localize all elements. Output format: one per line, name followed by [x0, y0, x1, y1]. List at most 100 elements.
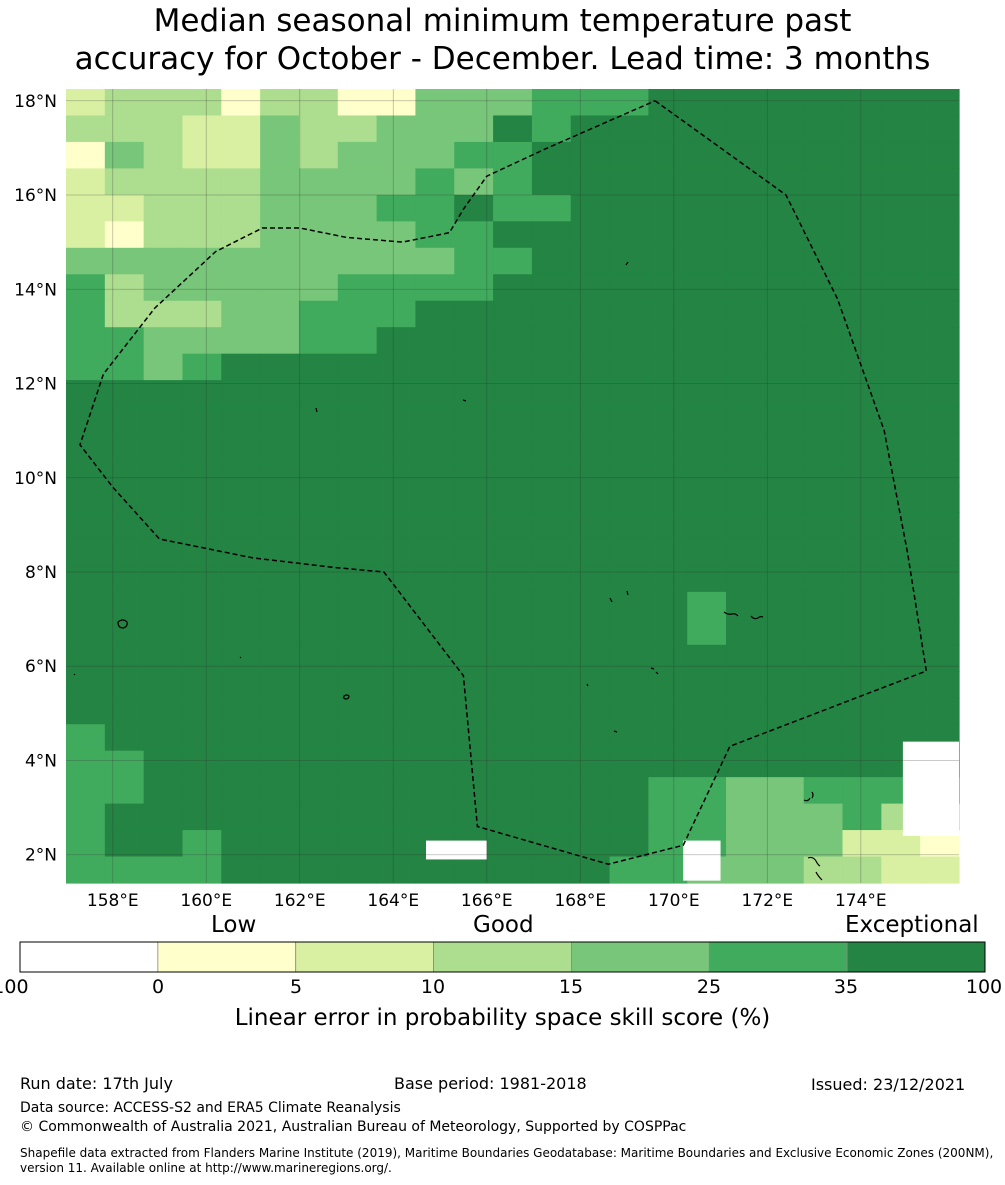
skill-cell [920, 671, 960, 699]
skill-cell [298, 671, 339, 699]
skill-cell [143, 538, 184, 566]
skill-cell [66, 618, 106, 646]
longitude-label: 172°E [741, 891, 793, 911]
skill-cell [648, 300, 688, 328]
skill-cell [143, 459, 184, 487]
colorbar-tick: 100 [965, 976, 1003, 998]
skill-cell [570, 618, 611, 646]
skill-cell [415, 300, 455, 328]
colorbar-segment [846, 941, 986, 973]
island [723, 611, 764, 620]
skill-cell [803, 194, 844, 222]
skill-cell [570, 565, 611, 593]
skill-cell [66, 830, 106, 858]
skill-cell [221, 697, 261, 725]
skill-cell [454, 565, 494, 593]
skill-cell [609, 327, 649, 355]
skill-cell [182, 327, 222, 355]
skill-cell [415, 486, 455, 514]
skill-cell [881, 141, 921, 169]
skill-cell [803, 221, 844, 249]
skill-cell [881, 538, 921, 566]
skill-cell [803, 591, 844, 619]
shapefile-credit-line-1: Shapefile data extracted from Flanders M… [20, 1146, 994, 1160]
skill-cell [376, 221, 417, 249]
skill-cell [260, 194, 300, 222]
skill-cell [803, 459, 844, 487]
island-outlines [73, 261, 823, 881]
skill-cell [182, 591, 222, 619]
longitude-label: 162°E [274, 891, 326, 911]
skill-cell [415, 750, 455, 778]
skill-cell [842, 115, 882, 143]
skill-cell [493, 406, 533, 434]
skill-cell [298, 194, 339, 222]
skill-cell [415, 538, 455, 566]
skill-cell [609, 724, 649, 752]
skill-cell [648, 671, 688, 699]
skill-cell [531, 274, 572, 302]
colorbar-tick: -100 [0, 976, 29, 998]
skill-cell [842, 459, 882, 487]
skill-cell [376, 194, 417, 222]
skill-cell [298, 512, 339, 540]
skill-cell [221, 591, 261, 619]
skill-cell [337, 221, 378, 249]
skill-cell [221, 141, 261, 169]
skill-cell [104, 538, 145, 566]
skill-cell [66, 300, 106, 328]
skill-cell [648, 141, 688, 169]
skill-cell [764, 565, 805, 593]
skill-cell [493, 671, 533, 699]
skill-cell [842, 327, 882, 355]
skill-cell [920, 115, 960, 143]
skill-cell [376, 644, 417, 672]
skill-cell [726, 777, 766, 805]
skill-cell [454, 591, 494, 619]
skill-cell [920, 486, 960, 514]
skill-cell [648, 380, 688, 408]
skill-cell [803, 538, 844, 566]
skill-cell [104, 618, 145, 646]
skill-cell [298, 856, 339, 884]
skill-cell [648, 168, 688, 196]
colorbar [19, 941, 986, 973]
skill-cell [764, 697, 805, 725]
skill-cell [764, 274, 805, 302]
skill-cell [881, 486, 921, 514]
skill-cell [570, 486, 611, 514]
skill-cell [143, 115, 184, 143]
shapefile-credit-line-2: version 11. Available online at http://w… [20, 1161, 392, 1175]
skill-cell [570, 406, 611, 434]
skill-cell [881, 565, 921, 593]
skill-cell [337, 406, 378, 434]
skill-cell [260, 856, 300, 884]
skill-cell [298, 565, 339, 593]
skill-cell [881, 221, 921, 249]
skill-cell [531, 380, 572, 408]
skill-cell [104, 353, 145, 381]
skill-cell [764, 380, 805, 408]
skill-cell [570, 512, 611, 540]
skill-cell [104, 459, 145, 487]
skill-cell [182, 644, 222, 672]
skill-cell [842, 856, 882, 884]
skill-cell [337, 141, 378, 169]
skill-cell [260, 247, 300, 275]
skill-cell [221, 274, 261, 302]
skill-cell [143, 247, 184, 275]
skill-cell [687, 221, 727, 249]
skill-cell [726, 115, 766, 143]
title-line-1: Median seasonal minimum temperature past [153, 3, 852, 39]
skill-cell [66, 644, 106, 672]
skill-cell [920, 274, 960, 302]
skill-cell [842, 697, 882, 725]
skill-cell [454, 856, 494, 884]
skill-cell [260, 724, 300, 752]
skill-cell [842, 724, 882, 752]
skill-cell [260, 486, 300, 514]
colorbar-title: Linear error in probability space skill … [234, 1005, 771, 1031]
skill-cell [648, 618, 688, 646]
skill-cell [803, 724, 844, 752]
skill-cell [298, 644, 339, 672]
